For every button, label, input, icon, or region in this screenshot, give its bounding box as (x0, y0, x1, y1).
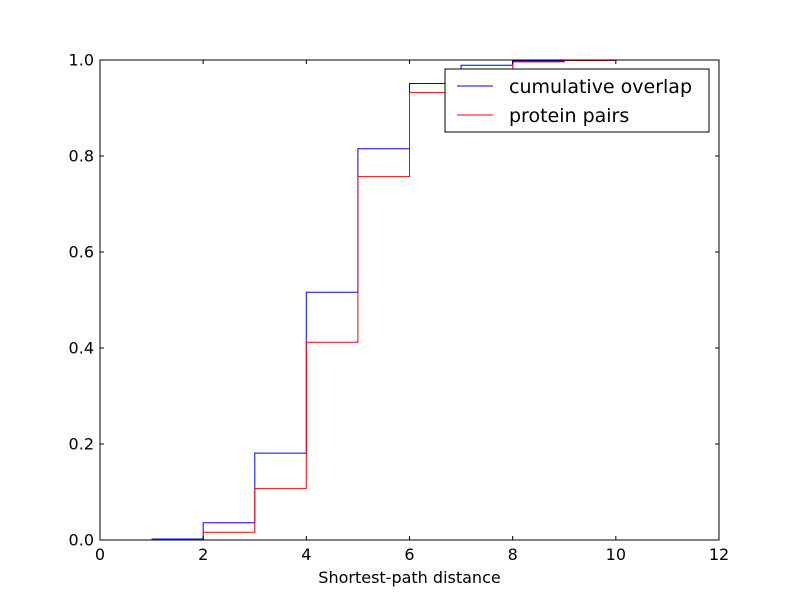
legend-label-cumulative-overlap: cumulative overlap (509, 76, 692, 98)
x-tick-label: 8 (508, 545, 518, 564)
x-tick-label: 0 (95, 545, 105, 564)
x-tick-label: 2 (198, 545, 208, 564)
y-tick-label: 0.6 (69, 243, 94, 262)
ticks-layer: 0 2 4 6 8 10 12 0.0 0.2 0.4 0.6 0.8 1.0 (69, 51, 730, 565)
y-tick-label: 0.4 (69, 339, 94, 358)
y-tick-label: 0.2 (69, 435, 94, 454)
x-axis-label: Shortest-path distance (318, 568, 500, 587)
x-tick-label: 10 (606, 545, 626, 564)
x-tick-label: 6 (404, 545, 414, 564)
x-tick-label: 4 (301, 545, 311, 564)
x-tick-label: 12 (709, 545, 729, 564)
y-tick-label: 1.0 (69, 51, 94, 70)
y-tick-label: 0.8 (69, 147, 94, 166)
legend: cumulative overlap protein pairs (444, 68, 710, 133)
y-tick-label: 0.0 (69, 531, 94, 550)
legend-label-protein-pairs: protein pairs (509, 105, 629, 127)
plot-frame (99, 59, 720, 541)
legend-box (444, 68, 710, 133)
